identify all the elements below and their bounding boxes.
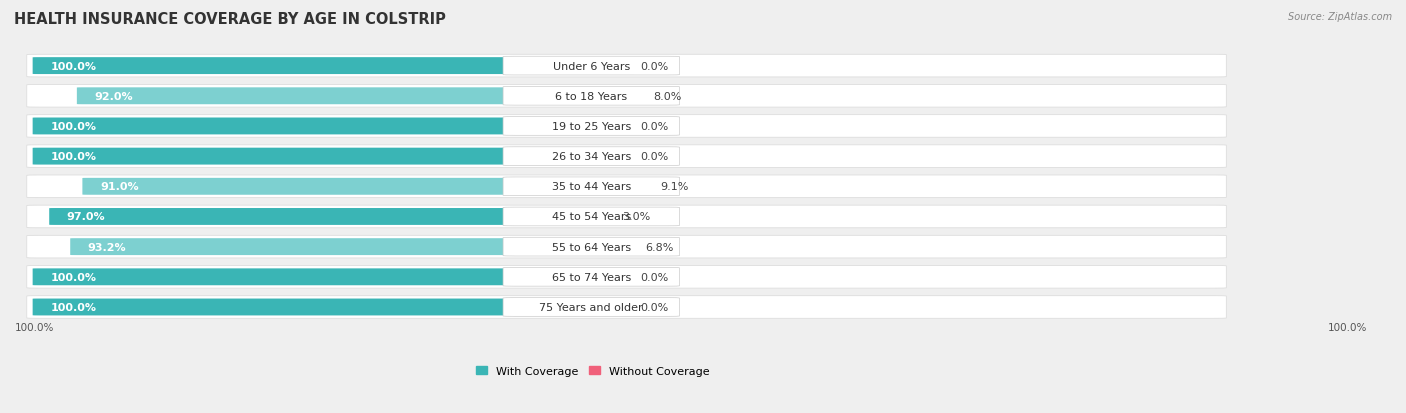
FancyBboxPatch shape <box>32 58 598 75</box>
FancyBboxPatch shape <box>32 299 598 316</box>
Text: 100.0%: 100.0% <box>15 322 55 332</box>
Text: 100.0%: 100.0% <box>1329 322 1368 332</box>
FancyBboxPatch shape <box>585 118 634 135</box>
Text: 6.8%: 6.8% <box>645 242 673 252</box>
FancyBboxPatch shape <box>503 208 679 226</box>
Text: 19 to 25 Years: 19 to 25 Years <box>551 122 631 132</box>
Text: HEALTH INSURANCE COVERAGE BY AGE IN COLSTRIP: HEALTH INSURANCE COVERAGE BY AGE IN COLS… <box>14 12 446 27</box>
Text: Under 6 Years: Under 6 Years <box>553 62 630 71</box>
FancyBboxPatch shape <box>27 236 1226 258</box>
FancyBboxPatch shape <box>32 269 598 285</box>
FancyBboxPatch shape <box>27 176 1226 198</box>
FancyBboxPatch shape <box>27 115 1226 138</box>
Text: 100.0%: 100.0% <box>51 122 96 132</box>
Text: 26 to 34 Years: 26 to 34 Years <box>551 152 631 162</box>
FancyBboxPatch shape <box>503 178 679 196</box>
FancyBboxPatch shape <box>27 55 1226 78</box>
FancyBboxPatch shape <box>49 209 598 225</box>
FancyBboxPatch shape <box>585 299 634 316</box>
FancyBboxPatch shape <box>503 298 679 317</box>
Text: 0.0%: 0.0% <box>641 122 669 132</box>
FancyBboxPatch shape <box>503 238 679 256</box>
Text: Source: ZipAtlas.com: Source: ZipAtlas.com <box>1288 12 1392 22</box>
Text: 100.0%: 100.0% <box>51 272 96 282</box>
FancyBboxPatch shape <box>585 178 654 195</box>
Text: 91.0%: 91.0% <box>100 182 139 192</box>
Text: 65 to 74 Years: 65 to 74 Years <box>551 272 631 282</box>
Legend: With Coverage, Without Coverage: With Coverage, Without Coverage <box>475 366 710 376</box>
Text: 100.0%: 100.0% <box>51 152 96 162</box>
FancyBboxPatch shape <box>503 147 679 166</box>
FancyBboxPatch shape <box>27 145 1226 168</box>
Text: 75 Years and older: 75 Years and older <box>540 302 643 312</box>
FancyBboxPatch shape <box>585 88 647 105</box>
FancyBboxPatch shape <box>503 268 679 287</box>
Text: 3.0%: 3.0% <box>621 212 650 222</box>
FancyBboxPatch shape <box>27 296 1226 318</box>
Text: 35 to 44 Years: 35 to 44 Years <box>551 182 631 192</box>
Text: 92.0%: 92.0% <box>94 92 134 102</box>
FancyBboxPatch shape <box>32 118 598 135</box>
Text: 9.1%: 9.1% <box>659 182 688 192</box>
Text: 97.0%: 97.0% <box>67 212 105 222</box>
FancyBboxPatch shape <box>83 178 598 195</box>
FancyBboxPatch shape <box>77 88 598 105</box>
FancyBboxPatch shape <box>585 148 634 165</box>
Text: 0.0%: 0.0% <box>641 62 669 71</box>
Text: 0.0%: 0.0% <box>641 152 669 162</box>
Text: 45 to 54 Years: 45 to 54 Years <box>551 212 631 222</box>
FancyBboxPatch shape <box>585 269 634 285</box>
Text: 55 to 64 Years: 55 to 64 Years <box>551 242 631 252</box>
Text: 0.0%: 0.0% <box>641 272 669 282</box>
Text: 0.0%: 0.0% <box>641 302 669 312</box>
Text: 8.0%: 8.0% <box>652 92 682 102</box>
Text: 100.0%: 100.0% <box>51 302 96 312</box>
Text: 93.2%: 93.2% <box>87 242 127 252</box>
FancyBboxPatch shape <box>27 206 1226 228</box>
FancyBboxPatch shape <box>503 87 679 106</box>
FancyBboxPatch shape <box>27 266 1226 288</box>
FancyBboxPatch shape <box>585 239 640 256</box>
FancyBboxPatch shape <box>503 57 679 76</box>
FancyBboxPatch shape <box>27 85 1226 108</box>
FancyBboxPatch shape <box>32 148 598 165</box>
Text: 100.0%: 100.0% <box>51 62 96 71</box>
FancyBboxPatch shape <box>503 117 679 136</box>
FancyBboxPatch shape <box>585 209 616 225</box>
Text: 6 to 18 Years: 6 to 18 Years <box>555 92 627 102</box>
FancyBboxPatch shape <box>585 58 634 75</box>
FancyBboxPatch shape <box>70 239 598 256</box>
